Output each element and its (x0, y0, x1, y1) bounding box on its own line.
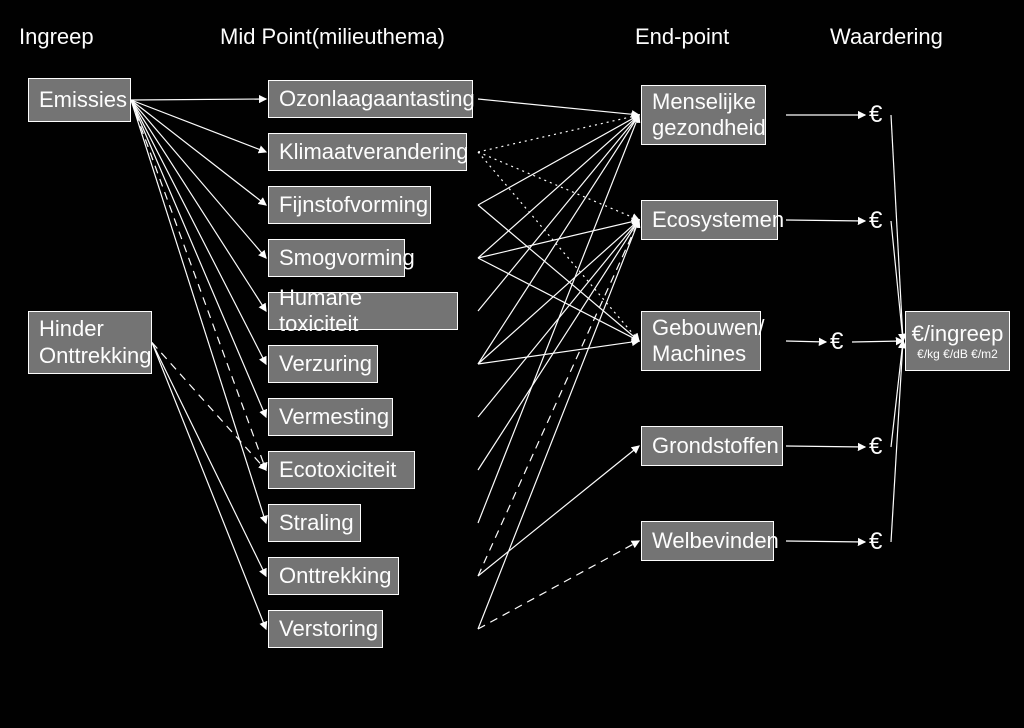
endpoint-grond: Grondstoffen (641, 426, 783, 466)
edge (786, 341, 826, 342)
h-waardering: Waardering (830, 24, 943, 50)
midpoint-onttr: Onttrekking (268, 557, 399, 595)
edge (131, 100, 266, 470)
midpoint-ozon: Ozonlaagaantasting (268, 80, 473, 118)
edge (786, 446, 865, 447)
midpoint-klimaat: Klimaatverandering (268, 133, 467, 171)
edge (131, 100, 266, 205)
endpoint-mens: Menselijkegezondheid (641, 85, 766, 145)
edge (478, 115, 639, 523)
euro-wel: € (869, 528, 882, 556)
midpoint-stral: Straling (268, 504, 361, 542)
edge (478, 115, 639, 152)
euro-gebouw: € (830, 328, 843, 356)
edge (131, 99, 266, 100)
euro-eco: € (869, 207, 882, 235)
edge (852, 341, 903, 342)
edge (891, 341, 903, 542)
midpoint-smog: Smogvorming (268, 239, 405, 277)
edge (786, 220, 865, 221)
edge (478, 115, 639, 258)
endpoint-gebouw: Gebouwen/Machines (641, 311, 761, 371)
edge (891, 341, 903, 447)
edge (478, 220, 639, 364)
ingreep-emissies: Emissies (28, 78, 131, 122)
midpoint-verst: Verstoring (268, 610, 383, 648)
edge (478, 99, 639, 115)
edge (131, 100, 266, 258)
midpoint-vermes: Vermesting (268, 398, 393, 436)
h-midpoint: Mid Point(milieuthema) (220, 24, 445, 50)
edge (131, 100, 266, 152)
edge (891, 115, 903, 341)
midpoint-humtox: Humane toxiciteit (268, 292, 458, 330)
h-ingreep: Ingreep (19, 24, 94, 50)
edge (478, 115, 639, 205)
endpoint-wel: Welbevinden (641, 521, 774, 561)
edge (478, 541, 639, 629)
edge (478, 446, 639, 576)
edge (786, 541, 865, 542)
ingreep-hinder: HinderOnttrekking (28, 311, 152, 374)
edge (478, 115, 639, 364)
result-box: €/ingreep€/kg €/dB €/m2 (905, 311, 1010, 371)
result-sub: €/kg €/dB €/m2 (917, 347, 998, 361)
edge (478, 152, 639, 341)
midpoint-ecotox: Ecotoxiciteit (268, 451, 415, 489)
edge (478, 258, 639, 341)
euro-grond: € (869, 433, 882, 461)
edge (152, 343, 266, 630)
edge (131, 100, 266, 311)
edge (152, 343, 266, 471)
midpoint-verzur: Verzuring (268, 345, 378, 383)
result-main: €/ingreep (912, 321, 1004, 347)
endpoint-eco: Ecosystemen (641, 200, 778, 240)
midpoint-fijn: Fijnstofvorming (268, 186, 431, 224)
euro-mens: € (869, 101, 882, 129)
h-endpoint: End-point (635, 24, 729, 50)
